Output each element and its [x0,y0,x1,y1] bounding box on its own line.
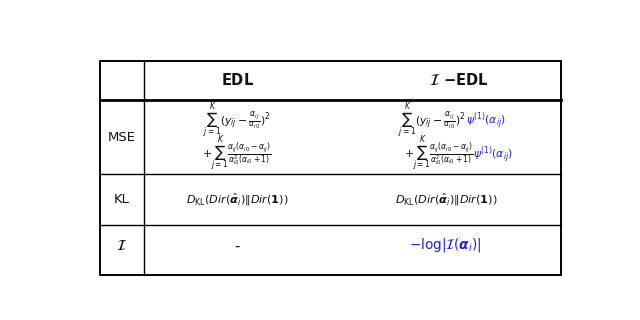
Text: $D_{\mathrm{KL}}(Dir(\hat{\boldsymbol{\alpha}}_i)\|Dir(\mathbf{1}))$: $D_{\mathrm{KL}}(Dir(\hat{\boldsymbol{\a… [394,191,497,208]
Text: $\mathbf{EDL}$: $\mathbf{EDL}$ [221,72,253,88]
Text: $+\sum_{j=1}^{K}\frac{\alpha_{ij}(\alpha_{i0}-\alpha_{ij})}{\alpha_{i0}^2(\alpha: $+\sum_{j=1}^{K}\frac{\alpha_{ij}(\alpha… [404,134,473,174]
Text: $D_{\mathrm{KL}}(Dir(\hat{\boldsymbol{\alpha}}_i)\|Dir(\mathbf{1}))$: $D_{\mathrm{KL}}(Dir(\hat{\boldsymbol{\a… [186,191,289,208]
Text: KL: KL [114,193,130,206]
Text: MSE: MSE [108,131,136,144]
Text: $\text{-}$: $\text{-}$ [234,238,241,253]
Text: $\sum_{j=1}^{K}(y_{ij} - \frac{\alpha_{ij}}{\alpha_{i0}})^2$: $\sum_{j=1}^{K}(y_{ij} - \frac{\alpha_{i… [204,101,271,141]
Bar [100,60,561,275]
Text: $\mathbf{-EDL}$: $\mathbf{-EDL}$ [444,72,489,88]
Text: $\psi^{(1)}(\alpha_{ij})$: $\psi^{(1)}(\alpha_{ij})$ [466,110,506,132]
Text: $\psi^{(1)}(\alpha_{ij})$: $\psi^{(1)}(\alpha_{ij})$ [473,144,513,165]
Text: $+\sum_{j=1}^{K}\frac{\alpha_{ij}(\alpha_{i0}-\alpha_{ij})}{\alpha_{i0}^2(\alpha: $+\sum_{j=1}^{K}\frac{\alpha_{ij}(\alpha… [202,134,271,174]
Text: $\mathcal{I}$: $\mathcal{I}$ [429,73,441,88]
Text: $\mathcal{I}$: $\mathcal{I}$ [116,238,127,253]
Text: $\sum_{j=1}^{K}(y_{ij} - \frac{\alpha_{ij}}{\alpha_{i0}})^2$: $\sum_{j=1}^{K}(y_{ij} - \frac{\alpha_{i… [398,101,466,141]
Text: $-\log|\mathcal{I}(\boldsymbol{\alpha}_i)|$: $-\log|\mathcal{I}(\boldsymbol{\alpha}_i… [410,236,482,254]
